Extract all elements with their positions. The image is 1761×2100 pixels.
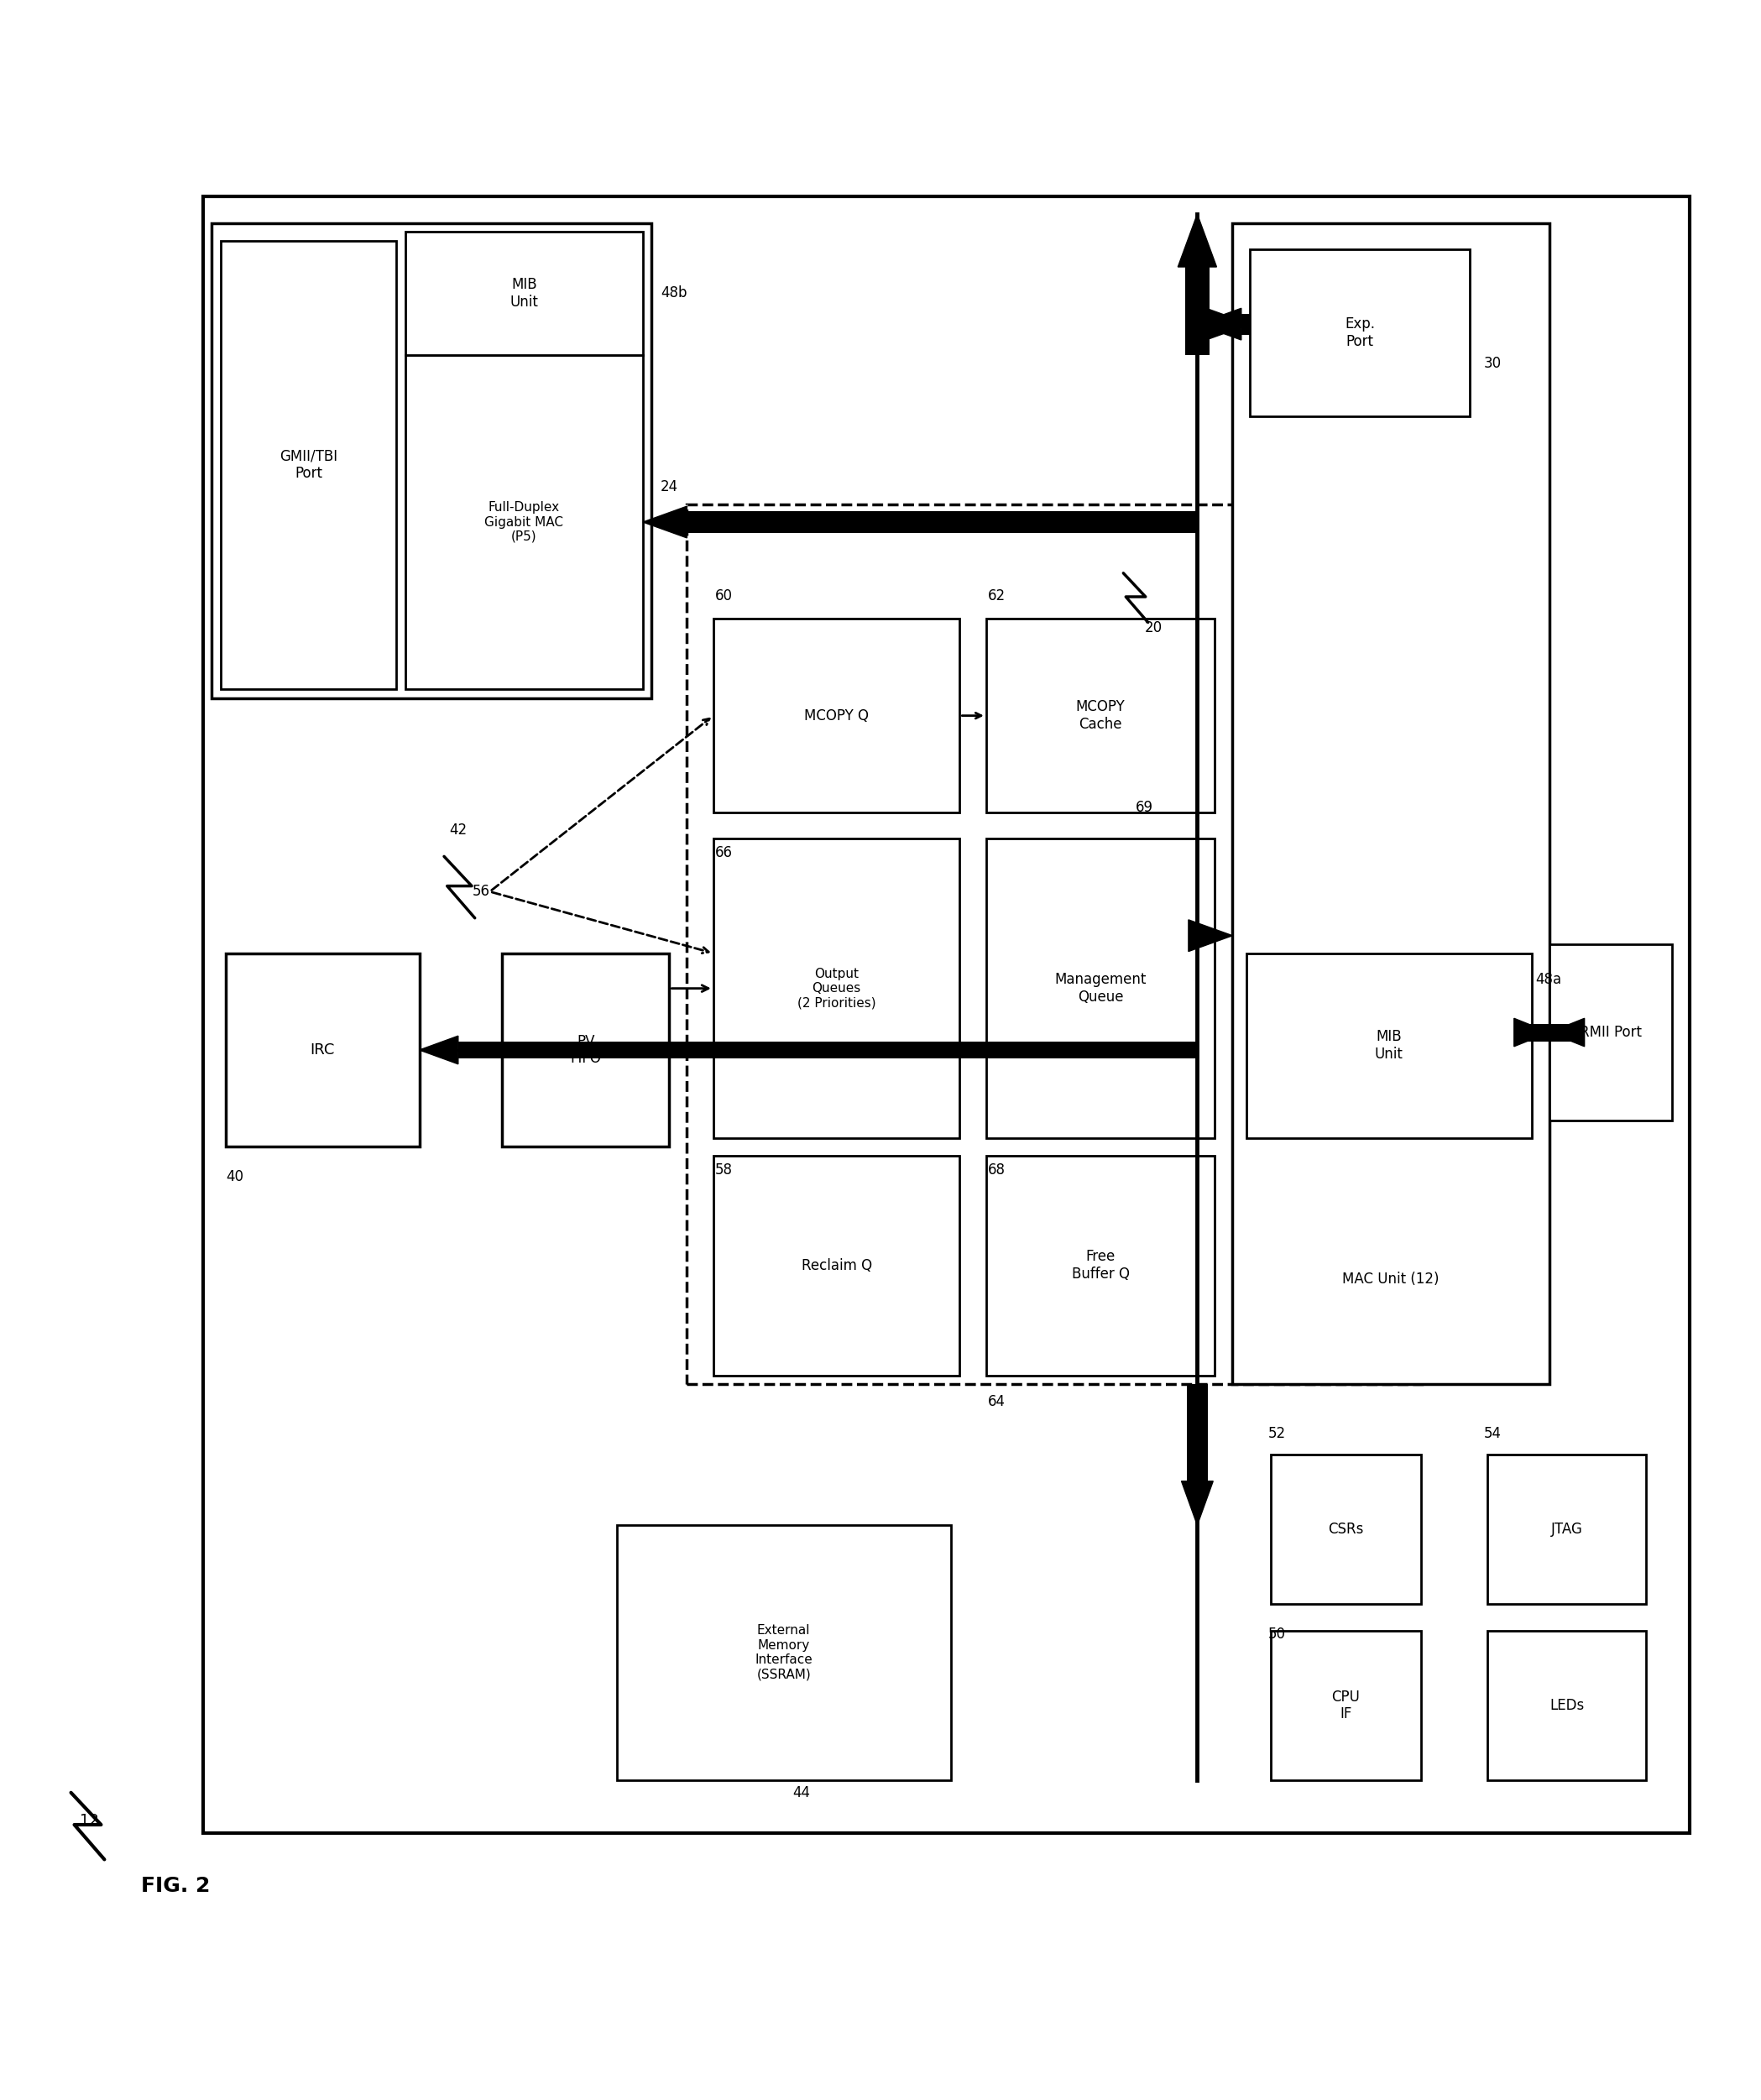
Bar: [502, 953, 669, 1147]
Text: 30: 30: [1485, 357, 1502, 372]
Bar: [1187, 1384, 1208, 1480]
Polygon shape: [419, 1035, 458, 1065]
Bar: [713, 838, 960, 1138]
Bar: [220, 242, 396, 689]
Polygon shape: [1182, 1480, 1213, 1525]
Text: 60: 60: [715, 588, 733, 603]
Text: 64: 64: [988, 1394, 1006, 1409]
Text: RMII Port: RMII Port: [1580, 1025, 1641, 1040]
Text: 48b: 48b: [660, 286, 687, 300]
Polygon shape: [1514, 1018, 1550, 1046]
Bar: [1247, 953, 1532, 1138]
Polygon shape: [1550, 1018, 1585, 1046]
Bar: [1250, 250, 1470, 416]
Text: Output
Queues
(2 Priorities): Output Queues (2 Priorities): [798, 968, 875, 1010]
Bar: [1185, 267, 1210, 355]
Bar: [687, 504, 1426, 1384]
Text: FIG. 2: FIG. 2: [141, 1875, 211, 1896]
Text: MIB
Unit: MIB Unit: [1375, 1029, 1404, 1063]
Text: LEDs: LEDs: [1550, 1699, 1585, 1714]
Text: 62: 62: [988, 588, 1006, 603]
Text: MCOPY Q: MCOPY Q: [805, 708, 868, 722]
Text: 44: 44: [792, 1785, 810, 1800]
Text: 54: 54: [1485, 1426, 1502, 1441]
Text: 66: 66: [715, 846, 733, 861]
Bar: [225, 953, 419, 1147]
Polygon shape: [643, 506, 687, 538]
Text: Reclaim Q: Reclaim Q: [801, 1258, 872, 1273]
Bar: [211, 223, 652, 697]
Text: JTAG: JTAG: [1551, 1522, 1583, 1537]
Bar: [1488, 1455, 1647, 1604]
Polygon shape: [1197, 309, 1242, 340]
Polygon shape: [1206, 309, 1250, 340]
Bar: [1233, 223, 1550, 1384]
Bar: [1271, 1632, 1421, 1781]
Bar: [1271, 1455, 1421, 1604]
Bar: [203, 197, 1691, 1833]
Text: Full-Duplex
Gigabit MAC
(P5): Full-Duplex Gigabit MAC (P5): [484, 502, 564, 544]
Bar: [1189, 926, 1197, 947]
Bar: [1197, 313, 1206, 334]
Polygon shape: [1178, 214, 1217, 267]
Text: External
Memory
Interface
(SSRAM): External Memory Interface (SSRAM): [755, 1625, 812, 1680]
Text: 48a: 48a: [1536, 972, 1562, 987]
Text: 24: 24: [660, 479, 678, 493]
Bar: [616, 1525, 951, 1781]
Bar: [986, 619, 1215, 813]
Polygon shape: [1189, 920, 1233, 951]
Text: 12: 12: [79, 1812, 99, 1829]
Bar: [458, 1042, 1197, 1058]
Text: 68: 68: [988, 1161, 1006, 1178]
Text: Exp.
Port: Exp. Port: [1345, 317, 1375, 349]
Text: CSRs: CSRs: [1328, 1522, 1363, 1537]
Bar: [1550, 945, 1673, 1121]
Text: Free
Buffer Q: Free Buffer Q: [1071, 1249, 1129, 1281]
Text: PV
FIFO: PV FIFO: [571, 1033, 601, 1067]
Bar: [986, 1155, 1215, 1376]
Text: 40: 40: [225, 1170, 243, 1184]
Text: Management
Queue: Management Queue: [1055, 972, 1146, 1004]
Text: MCOPY
Cache: MCOPY Cache: [1076, 699, 1125, 733]
Text: 56: 56: [472, 884, 490, 899]
Text: 42: 42: [449, 823, 467, 838]
Bar: [687, 512, 1197, 533]
Bar: [1242, 313, 1250, 334]
Text: MIB
Unit: MIB Unit: [511, 277, 539, 309]
Text: 20: 20: [1145, 619, 1162, 634]
Text: 69: 69: [1136, 800, 1153, 815]
Bar: [405, 355, 643, 689]
Text: 52: 52: [1268, 1426, 1286, 1441]
Text: IRC: IRC: [310, 1042, 335, 1058]
Text: MAC Unit (12): MAC Unit (12): [1342, 1270, 1439, 1287]
Bar: [1550, 1023, 1585, 1042]
Bar: [986, 838, 1215, 1138]
Text: 58: 58: [715, 1161, 733, 1178]
Bar: [1514, 1023, 1550, 1042]
Bar: [713, 619, 960, 813]
Text: GMII/TBI
Port: GMII/TBI Port: [280, 449, 338, 481]
Text: 50: 50: [1268, 1628, 1286, 1642]
Bar: [405, 231, 643, 355]
Text: CPU
IF: CPU IF: [1331, 1688, 1359, 1722]
Bar: [713, 1155, 960, 1376]
Bar: [1488, 1632, 1647, 1781]
